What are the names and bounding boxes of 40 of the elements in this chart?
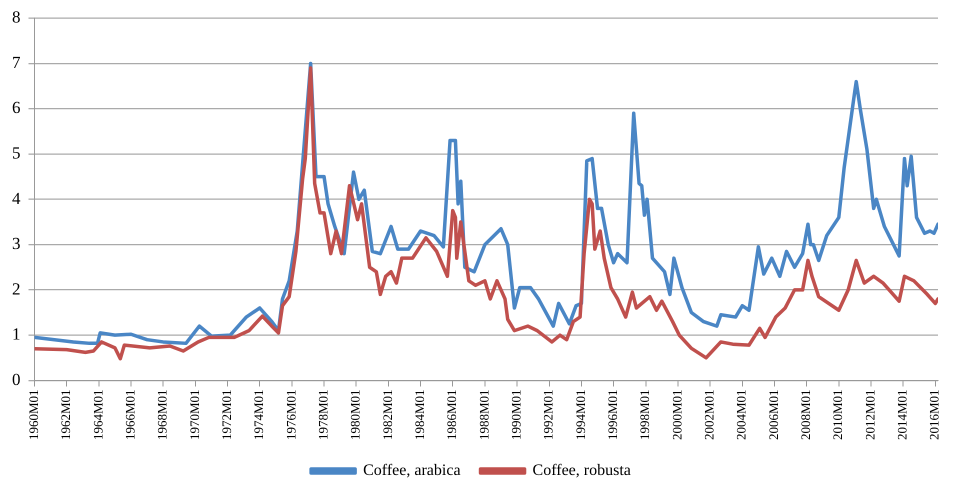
x-tick-label: 2012M01 — [862, 389, 878, 440]
x-tick-label: 2000M01 — [669, 389, 684, 440]
x-tick-label: 1998M01 — [637, 389, 652, 440]
x-tick-label: 2006M01 — [766, 389, 781, 440]
x-tick-label: 1972M01 — [218, 389, 234, 440]
y-tick-label: 4 — [12, 188, 21, 208]
x-tick-label: 1968M01 — [154, 389, 170, 440]
y-tick-label: 6 — [12, 98, 20, 118]
x-tick-label: 2002M01 — [702, 389, 717, 440]
x-tick-label: 1970M01 — [186, 389, 202, 440]
y-tick-label: 5 — [12, 144, 20, 163]
x-tick-label: 1962M01 — [58, 389, 74, 440]
y-tick-label: 7 — [12, 52, 21, 72]
legend-label: Coffee, robusta — [532, 462, 631, 480]
x-tick-label: 1960M01 — [26, 389, 41, 440]
x-tick-label: 2014M01 — [894, 389, 910, 440]
y-tick-label: 2 — [12, 279, 20, 298]
x-tick-label: 1982M01 — [380, 389, 395, 440]
x-tick-label: 1976M01 — [283, 389, 298, 440]
x-tick-label: 2004M01 — [734, 389, 749, 440]
y-tick-label: 1 — [12, 324, 20, 344]
x-tick-label: 1986M01 — [444, 389, 460, 440]
x-tick-label: 2008M01 — [798, 389, 814, 440]
x-tick-label: 1978M01 — [315, 389, 330, 440]
x-tick-label: 1974M01 — [251, 389, 266, 440]
x-tick-label: 1992M01 — [540, 389, 556, 440]
x-tick-label: 1990M01 — [508, 389, 524, 440]
legend-label: Coffee, arabica — [363, 462, 461, 480]
x-tick-label: 2016M01 — [926, 389, 942, 440]
x-tick-label: 2010M01 — [830, 389, 846, 440]
x-tick-label: 1964M01 — [90, 389, 106, 440]
x-tick-label: 1980M01 — [348, 389, 363, 440]
y-tick-label: 0 — [12, 370, 20, 389]
x-tick-label: 1966M01 — [122, 389, 138, 440]
x-tick-label: 1988M01 — [476, 389, 492, 440]
x-tick-label: 1996M01 — [605, 389, 620, 440]
x-tick-label: 1984M01 — [412, 389, 427, 440]
x-tick-label: 1994M01 — [572, 389, 588, 440]
y-tick-label: 8 — [12, 8, 20, 27]
y-tick-label: 3 — [12, 234, 20, 254]
